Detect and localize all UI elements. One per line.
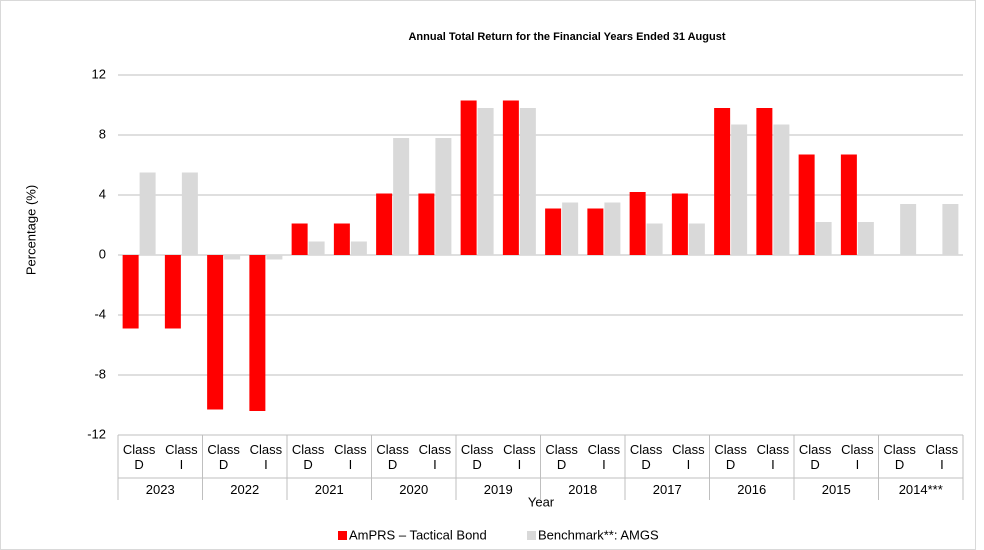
group-label: 2022 [230,482,260,497]
x-tick-label: Class I [587,442,621,472]
bar [418,193,435,255]
group-label: 2021 [314,482,344,497]
bar [604,202,621,255]
bar [224,255,241,260]
x-tick-label: Class D [714,442,747,472]
bar [545,208,562,255]
chart-title: Annual Total Return for the Financial Ye… [408,31,725,43]
bar [756,108,773,255]
bar [333,223,350,255]
x-tick-label: Class D [883,442,916,472]
bar [714,108,731,255]
legend-label: AmPRS – Tactical Bond [349,527,487,542]
bar [207,255,224,410]
bar [139,172,156,255]
x-tick-label: Class I [756,442,790,472]
bar [376,193,393,255]
y-tick-label: 0 [99,246,106,261]
bar [308,241,325,255]
bar [942,204,959,255]
y-tick-label: 4 [99,186,106,201]
x-tick-label: Class I [503,442,536,472]
bar [164,255,181,329]
bar [435,138,452,255]
legend-swatch [338,531,347,540]
bar [502,100,519,255]
x-tick-label: Class I [418,442,452,472]
x-tick-label: Class I [925,442,959,472]
group-label: 2014*** [898,482,943,497]
y-tick-label: -8 [94,366,106,381]
x-tick-label: Class D [460,442,494,472]
x-tick-label: Class I [249,442,283,472]
y-tick-label: 12 [92,66,106,81]
legend-label: Benchmark**: AMGS [538,527,659,542]
y-tick-label: -12 [87,426,106,441]
bar [671,193,688,255]
bar [181,172,198,255]
bar [460,100,477,255]
group-label: 2023 [145,482,175,497]
x-axis-label: Year [528,494,555,509]
bar [646,223,663,255]
legend-swatch [527,531,536,540]
x-tick-label: Class D [798,442,832,472]
bar [900,204,917,255]
y-tick-label: -4 [94,306,106,321]
x-tick-label: Class D [291,442,325,472]
bar [291,223,308,255]
y-tick-label: 8 [99,126,106,141]
bar [519,108,536,255]
bar [393,138,410,255]
bar [562,202,579,255]
x-tick-label: Class D [629,442,663,472]
x-tick-label: Class D [122,442,156,472]
bar [857,222,874,255]
bar [249,255,266,411]
x-tick-label: Class I [672,442,705,472]
x-tick-label: Class I [841,442,874,472]
x-tick-label: Class D [545,442,578,472]
bar [122,255,139,329]
bar [587,208,604,255]
bar [798,154,815,255]
group-label: 2017 [652,482,682,497]
group-label: 2020 [399,482,429,497]
group-label: 2019 [483,482,513,497]
group-label: 2018 [568,482,598,497]
x-tick-label: Class I [165,442,198,472]
bar [266,255,283,260]
group-label: 2015 [821,482,851,497]
x-tick-label: Class D [207,442,240,472]
bar [815,222,832,255]
bar [350,241,367,255]
group-label: 2016 [737,482,767,497]
y-axis-label: Percentage (%) [23,185,38,275]
bar [477,108,494,255]
bar [731,124,748,255]
x-tick-label: Class I [334,442,367,472]
x-tick-label: Class D [376,442,409,472]
bar [629,192,646,255]
bar [773,124,790,255]
bar [840,154,857,255]
bar [688,223,705,255]
